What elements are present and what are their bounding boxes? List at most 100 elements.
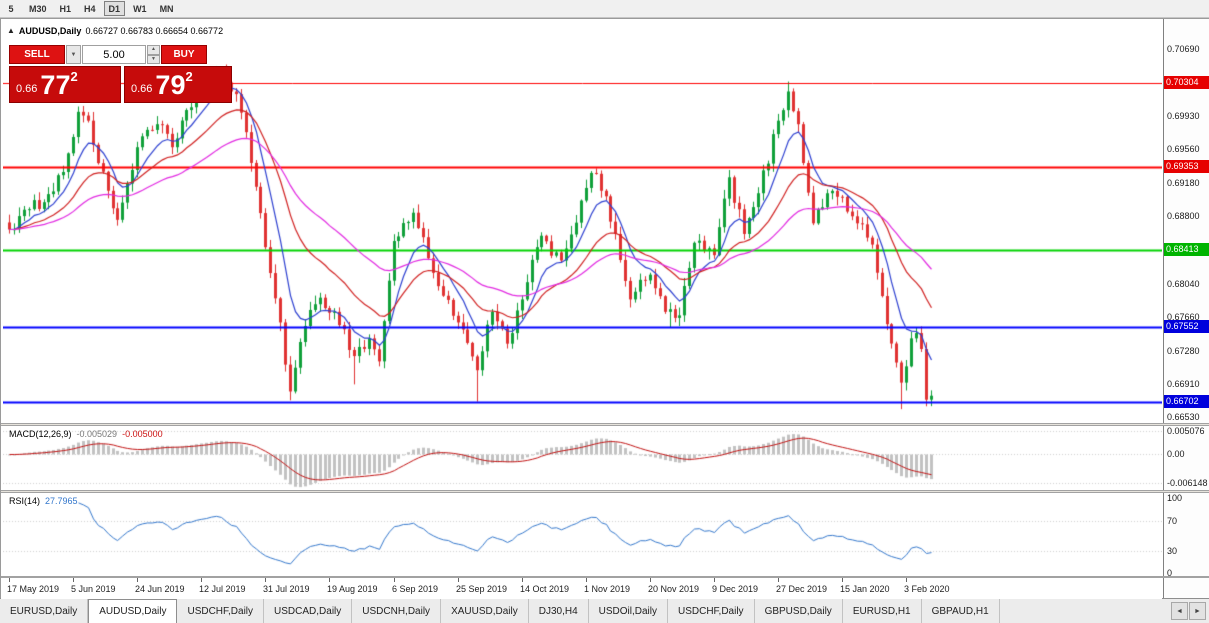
date-axis-label: 24 Jun 2019	[135, 584, 185, 594]
ask-price-big-digits: 79	[155, 70, 186, 100]
timeframe-button-mn[interactable]: MN	[155, 1, 179, 16]
rsi-axis-label: 100	[1167, 493, 1183, 503]
date-tick-mark	[778, 578, 779, 582]
price-axis-label: 0.66530	[1167, 412, 1200, 423]
chart-tabs: EURUSD,Daily AUDUSD,Daily USDCHF,Daily USDC…	[0, 599, 1000, 623]
price-line-tag: 0.67552	[1164, 319, 1209, 333]
date-tick-mark	[329, 578, 330, 582]
chart-tab-bar: EURUSD,Daily AUDUSD,Daily USDCHF,Daily USDC…	[0, 598, 1209, 623]
rsi-name: RSI(14)	[9, 496, 41, 506]
date-tick-mark	[73, 578, 74, 582]
macd-axis-label: -0.006148	[1167, 478, 1208, 489]
date-axis-label: 25 Sep 2019	[456, 584, 508, 594]
bid-price-button[interactable]: 0.66 77 2	[9, 66, 121, 103]
date-tick-mark	[265, 578, 266, 582]
pane-splitter-rsi[interactable]	[1, 490, 1209, 493]
macd-chart-canvas[interactable]	[3, 426, 1162, 490]
chart-tab-usdchf-daily[interactable]: USDCHF,Daily	[668, 599, 755, 623]
price-axis-label: 0.66910	[1167, 378, 1200, 389]
macd-main-value: -0.005029	[76, 429, 118, 439]
price-axis-label: 0.67280	[1167, 345, 1200, 356]
chart-tab-dj30-h4[interactable]: DJ30,H4	[529, 599, 589, 623]
trade-panel-controls: SELL ▼ ▲ ▼ BUY	[9, 45, 235, 64]
buy-button[interactable]: BUY	[161, 45, 207, 64]
chart-tab-eurusd-h1[interactable]: EURUSD,H1	[843, 599, 922, 623]
date-tick-mark	[650, 578, 651, 582]
price-axis-label: 0.69180	[1167, 177, 1200, 188]
one-click-trade-panel: SELL ▼ ▲ ▼ BUY 0.66 77 2 0.66 79 2	[9, 45, 235, 103]
pane-splitter-dates	[1, 576, 1209, 578]
date-axis-label: 5 Jun 2019	[71, 584, 116, 594]
date-tick-mark	[714, 578, 715, 582]
price-axis-label: 0.68040	[1167, 278, 1200, 289]
sell-button[interactable]: SELL	[9, 45, 65, 64]
rsi-axis-label: 0	[1167, 568, 1173, 578]
timeframe-button-h1[interactable]: H1	[55, 1, 77, 16]
date-tick-mark	[458, 578, 459, 582]
rsi-value: 27.7965	[45, 496, 78, 506]
ask-price-button[interactable]: 0.66 79 2	[124, 66, 232, 103]
date-axis-label: 12 Jul 2019	[199, 584, 246, 594]
chart-window: ▲ AUDUSD,Daily 0.66727 0.66783 0.66654 0…	[0, 18, 1209, 599]
tab-scroll-controls: ◄ ►	[1171, 599, 1209, 623]
macd-axis-label: 0.005076	[1167, 425, 1205, 436]
lot-spinner-down-icon[interactable]: ▼	[147, 54, 160, 64]
date-tick-mark	[137, 578, 138, 582]
lot-spinner: ▲ ▼	[147, 45, 160, 64]
price-axis[interactable]: 0.70690 0.69930 0.69560 0.69180 0.68800 0.684…	[1163, 19, 1209, 599]
price-axis-label: 0.68800	[1167, 211, 1200, 222]
date-tick-mark	[201, 578, 202, 582]
rsi-axis-label: 30	[1167, 545, 1178, 556]
rsi-chart-canvas[interactable]	[3, 493, 1162, 576]
chart-tab-gbpusd-daily[interactable]: GBPUSD,Daily	[755, 599, 843, 623]
timeframe-toolbar: 5 M30 H1 H4 D1 W1 MN	[0, 0, 1209, 18]
date-axis-label: 27 Dec 2019	[776, 584, 828, 594]
date-axis-label: 9 Dec 2019	[712, 584, 759, 594]
chart-tab-eurusd-daily[interactable]: EURUSD,Daily	[0, 599, 89, 623]
chart-tab-usdchf-daily[interactable]: USDCHF,Daily	[177, 599, 265, 623]
chart-tab-usdcad-daily[interactable]: USDCAD,Daily	[264, 599, 353, 623]
date-axis-label: 20 Nov 2019	[648, 584, 700, 594]
bid-price-prefix: 0.66	[16, 83, 38, 95]
lot-spinner-up-icon[interactable]: ▲	[147, 45, 160, 55]
date-tick-mark	[394, 578, 395, 582]
macd-signal-value: -0.005000	[122, 429, 163, 439]
lot-dropdown-icon[interactable]: ▼	[66, 45, 81, 64]
price-axis-label: 0.69930	[1167, 111, 1200, 122]
chart-ohlc-values: 0.66727 0.66783 0.66654 0.66772	[85, 26, 224, 36]
timeframe-button-h4[interactable]: H4	[79, 1, 101, 16]
date-axis-label: 3 Feb 2020	[904, 584, 950, 594]
chart-tab-gbpaud-h1[interactable]: GBPAUD,H1	[922, 599, 1000, 623]
bid-price-pipette: 2	[70, 69, 78, 84]
price-line-tag: 0.66702	[1164, 394, 1209, 408]
ask-price-pipette: 2	[185, 69, 193, 84]
chart-symbol-title: AUDUSD,Daily	[18, 26, 82, 36]
chart-tab-usdoil-daily[interactable]: USDOil,Daily	[589, 599, 668, 623]
date-axis-label: 1 Nov 2019	[584, 584, 631, 594]
date-axis[interactable]: 17 May 2019 5 Jun 2019 24 Jun 2019 12 Jul 2…	[1, 578, 1162, 599]
timeframe-button-5[interactable]: 5	[1, 1, 21, 16]
chart-tab-usdcnh-daily[interactable]: USDCNH,Daily	[352, 599, 442, 623]
tab-scroll-right-icon[interactable]: ►	[1189, 602, 1206, 620]
date-tick-mark	[522, 578, 523, 582]
pane-splitter-macd[interactable]	[1, 423, 1209, 426]
price-axis-label: 0.67660	[1167, 312, 1200, 323]
date-axis-label: 17 May 2019	[7, 584, 60, 594]
date-tick-mark	[9, 578, 10, 582]
date-tick-mark	[586, 578, 587, 582]
macd-axis-label: 0.00	[1167, 449, 1185, 460]
price-line-tag: 0.68413	[1164, 243, 1209, 257]
timeframe-button-m30[interactable]: M30	[24, 1, 52, 16]
date-axis-label: 15 Jan 2020	[840, 584, 890, 594]
lot-size-input[interactable]	[82, 45, 146, 64]
macd-indicator-label: MACD(12,26,9) -0.005029 -0.005000	[9, 429, 163, 439]
timeframe-button-w1[interactable]: W1	[128, 1, 152, 16]
chart-tab-audusd-daily[interactable]: AUDUSD,Daily	[88, 599, 178, 623]
chart-tab-xauusd-daily[interactable]: XAUUSD,Daily	[441, 599, 529, 623]
tab-scroll-left-icon[interactable]: ◄	[1171, 602, 1188, 620]
date-axis-label: 14 Oct 2019	[520, 584, 570, 594]
timeframe-button-d1[interactable]: D1	[103, 1, 126, 16]
date-axis-label: 31 Jul 2019	[263, 584, 310, 594]
one-click-panel-toggle-icon[interactable]: ▲	[7, 26, 15, 35]
